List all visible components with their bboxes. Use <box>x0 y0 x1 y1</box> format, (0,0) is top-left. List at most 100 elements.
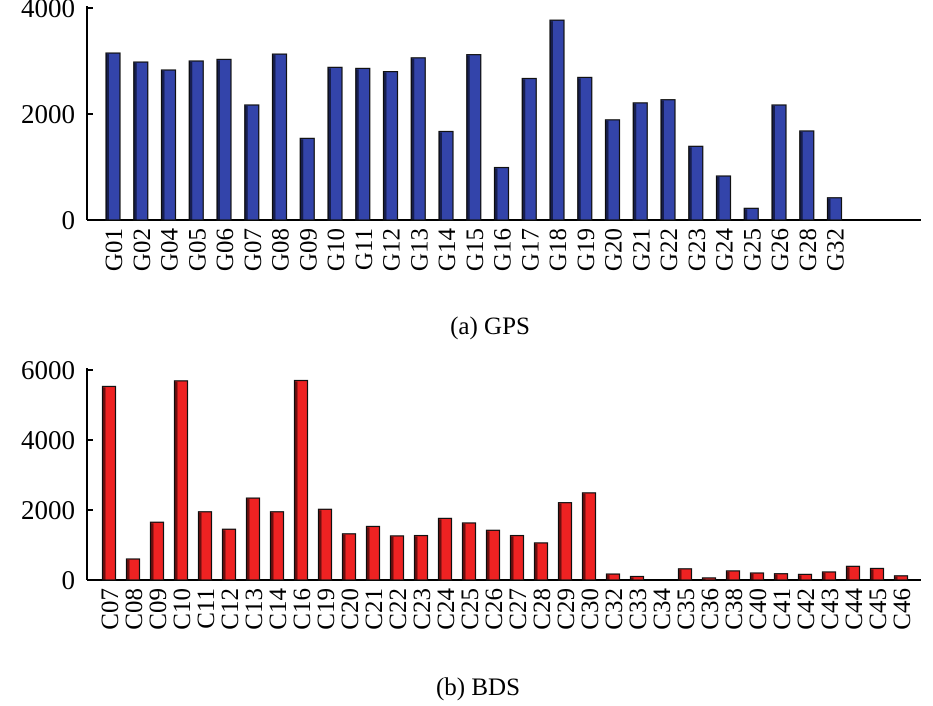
bds-category-label: C29 <box>553 588 580 630</box>
gps-category-label: G16 <box>490 228 517 271</box>
bds-category-label: C14 <box>265 588 292 630</box>
bds-bar-shade <box>582 493 586 580</box>
bds-category-label: C46 <box>889 588 916 630</box>
gps-category-label: G13 <box>406 228 433 271</box>
bds-category-label: C35 <box>673 588 700 630</box>
gps-category-label: G32 <box>823 228 850 271</box>
gps-category-label: G05 <box>184 228 211 271</box>
bds-category-label: C32 <box>601 588 628 630</box>
bds-category-label: C33 <box>625 588 652 630</box>
gps-category-label: G20 <box>601 228 628 271</box>
gps-bar-shade <box>189 62 193 220</box>
bds-category-label: C23 <box>409 588 436 630</box>
gps-category-label: G08 <box>268 228 295 271</box>
gps-category-label: G17 <box>517 228 544 271</box>
gps-category-label: G15 <box>462 228 489 271</box>
bds-category-label: C30 <box>577 588 604 630</box>
bds-y-tick-label: 4000 <box>21 425 75 455</box>
bds-bar-shade <box>822 572 826 580</box>
bds-bar-shade <box>318 510 322 580</box>
bds-bar-shade <box>750 574 754 580</box>
bds-bar-shade <box>342 534 346 580</box>
gps-bar-shade <box>217 60 220 220</box>
gps-bar-shade <box>633 103 637 220</box>
bds-category-label: C10 <box>169 588 196 630</box>
gps-category-label: G18 <box>545 228 572 271</box>
bds-category-label: C26 <box>481 588 508 630</box>
gps-bar-shade <box>605 120 609 220</box>
bds-y-tick-label: 0 <box>62 565 76 595</box>
gps-bar-shade <box>161 71 165 220</box>
gps-bar-shade <box>772 105 775 220</box>
gps-y-tick-label: 4000 <box>21 0 75 23</box>
bds-bar-shade <box>486 531 490 580</box>
bds-panel: 0 2000 4000 6000 C07C08C09C10C11C12C13C14C16… <box>21 355 921 701</box>
bds-bar-shade <box>558 503 562 580</box>
gps-bar-shade <box>522 79 526 221</box>
gps-category-label: G25 <box>739 228 766 271</box>
bds-category-label: C44 <box>841 588 868 630</box>
gps-bar-shade <box>688 147 692 220</box>
bds-bar-shade <box>678 569 682 580</box>
bds-category-label: C34 <box>649 588 676 630</box>
bds-category-label: C24 <box>433 588 460 630</box>
gps-category-label: G10 <box>323 228 350 271</box>
gps-category-label: G12 <box>379 228 406 271</box>
bds-category-label: C45 <box>865 588 892 630</box>
gps-bar-shade <box>411 58 415 220</box>
bds-bar-shade <box>774 574 778 580</box>
gps-category-label: G21 <box>628 228 655 271</box>
bds-bar-shade <box>606 575 610 580</box>
gps-bar-shade <box>799 131 803 220</box>
gps-bar-shade <box>577 78 581 221</box>
gps-bar-shade <box>383 72 387 220</box>
gps-bar-shade <box>300 139 304 220</box>
bds-category-label: C13 <box>241 588 268 630</box>
bds-bar-shade <box>390 536 394 580</box>
gps-category-label: G24 <box>712 228 739 272</box>
bds-bar-shade <box>102 387 106 580</box>
bds-bar-shade <box>462 523 466 580</box>
bds-category-label: C20 <box>337 588 364 630</box>
bds-bar-shade <box>150 523 154 580</box>
bds-bar-shade <box>870 569 874 580</box>
gps-caption: (a) GPS <box>450 313 530 340</box>
bds-caption: (b) BDS <box>436 674 520 701</box>
bds-bar-shade <box>246 499 250 580</box>
bds-category-label: C16 <box>289 588 316 630</box>
gps-y-tick-label: 2000 <box>21 99 75 129</box>
gps-category-label: G23 <box>684 228 711 271</box>
gps-bar-shade <box>466 55 470 220</box>
bds-bar-shade <box>174 381 178 580</box>
gps-category-label: G26 <box>767 228 794 271</box>
gps-bar-shade <box>328 68 331 220</box>
bds-category-label: C25 <box>457 588 484 630</box>
gps-category-label: G09 <box>295 228 322 271</box>
gps-category-label: G04 <box>157 228 184 272</box>
bds-category-label: C09 <box>145 588 172 630</box>
bds-category-label: C19 <box>313 588 340 630</box>
gps-bar-shade <box>106 54 109 220</box>
bds-bar-shade <box>846 567 850 580</box>
gps-bar-shade <box>744 209 748 220</box>
bds-bar-shade <box>270 512 274 580</box>
bds-bar-shade <box>702 578 706 580</box>
bds-bar-shade <box>438 519 442 580</box>
bds-bar-shade <box>414 536 418 580</box>
gps-category-label: G14 <box>434 228 461 272</box>
bds-bar-shade <box>198 512 202 580</box>
gps-category-label: G02 <box>129 228 156 271</box>
bds-category-label: C11 <box>193 588 220 629</box>
bds-bar-shade <box>894 576 898 580</box>
gps-bar-shade <box>716 177 720 220</box>
bds-category-label: C40 <box>745 588 772 630</box>
gps-category-label: G22 <box>656 228 683 271</box>
bds-category-label: C07 <box>97 588 124 630</box>
gps-bar-shade <box>244 105 248 220</box>
bds-bar-shade <box>510 536 514 580</box>
bds-category-label: C21 <box>361 588 388 630</box>
bds-bar-shade <box>726 571 730 580</box>
bds-category-label: C28 <box>529 588 556 630</box>
